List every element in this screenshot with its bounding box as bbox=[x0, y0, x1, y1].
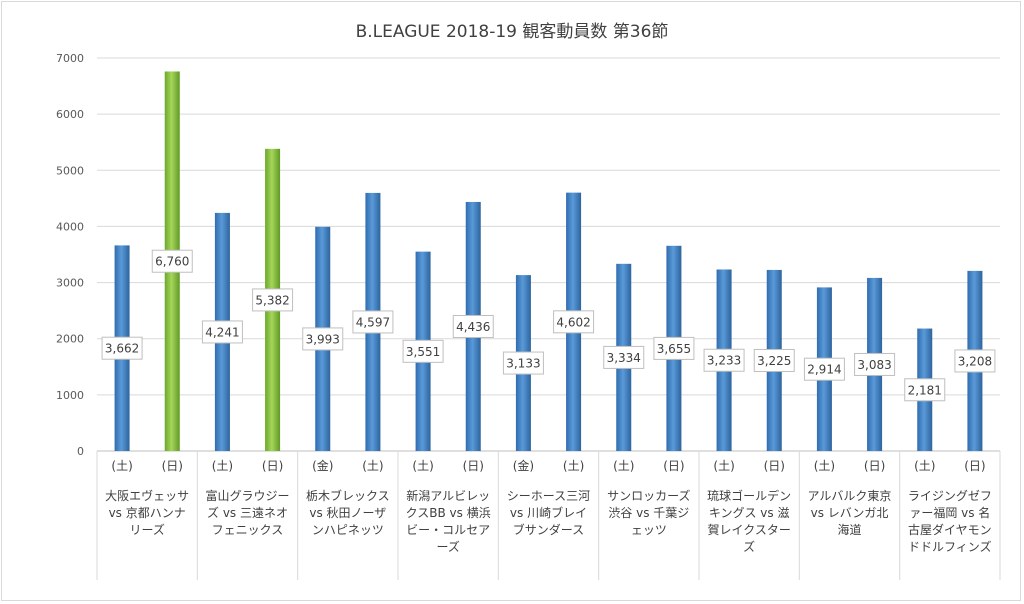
data-label: 2,914 bbox=[807, 363, 841, 377]
bars bbox=[114, 71, 983, 452]
category-label: サンロッカーズ渋谷 vs 千葉ジェッツ bbox=[607, 489, 691, 537]
y-tick-label: 1000 bbox=[56, 389, 84, 402]
gridlines bbox=[97, 57, 1000, 452]
category-label: 新潟アルビレックスBB vs 横浜ビー・コルセアーズ bbox=[405, 489, 491, 554]
data-label-box bbox=[553, 310, 595, 334]
category-label: 琉球ゴールデンキングス vs 滋賀レイクスターズ bbox=[707, 489, 792, 554]
data-label-box bbox=[803, 357, 845, 381]
data-label-box bbox=[352, 310, 394, 334]
day-tick-label: (日) bbox=[463, 459, 484, 473]
data-label: 6,760 bbox=[155, 255, 189, 269]
category-label: 富山グラウジーズ vs 三遠ネオフェニックス bbox=[205, 489, 290, 537]
data-label: 2,181 bbox=[908, 383, 942, 397]
day-tick-label: (日) bbox=[964, 459, 985, 473]
data-label: 3,083 bbox=[857, 358, 891, 372]
data-label: 5,382 bbox=[255, 293, 289, 307]
data-label: 3,993 bbox=[306, 332, 340, 346]
day-tick-label: (日) bbox=[262, 459, 283, 473]
data-label: 4,436 bbox=[456, 320, 490, 334]
y-tick-label: 2000 bbox=[56, 333, 84, 346]
data-label-box bbox=[753, 348, 795, 372]
day-tick-label: (金) bbox=[513, 458, 534, 473]
data-label-box bbox=[302, 327, 344, 351]
data-label: 4,241 bbox=[205, 325, 239, 339]
data-label: 4,602 bbox=[556, 315, 590, 329]
y-tick-label: 3000 bbox=[56, 277, 84, 290]
y-tick-label: 4000 bbox=[56, 220, 84, 233]
category-label: ライジングゼファー福岡 vs 名古屋ダイヤモンドドルフィンズ bbox=[907, 489, 992, 554]
day-tick-label: (土) bbox=[914, 459, 935, 473]
data-label: 3,662 bbox=[105, 342, 139, 356]
data-label: 3,655 bbox=[657, 342, 691, 356]
data-label-box bbox=[151, 249, 193, 273]
data-label: 3,225 bbox=[757, 354, 791, 368]
data-label-box bbox=[502, 351, 544, 375]
data-label: 3,133 bbox=[506, 357, 540, 371]
day-tick-label: (土) bbox=[412, 459, 433, 473]
data-label-box bbox=[954, 349, 996, 373]
day-tick-label: (土) bbox=[814, 459, 835, 473]
day-tick-label: (土) bbox=[563, 459, 584, 473]
day-tick-label: (土) bbox=[212, 459, 233, 473]
category-label: 大阪エヴェッサ vs 京都ハンナリーズ bbox=[105, 489, 190, 537]
y-tick-label: 7000 bbox=[56, 52, 84, 65]
data-label-box bbox=[603, 345, 645, 369]
data-label-box bbox=[904, 378, 946, 402]
day-tick-label: (日) bbox=[764, 459, 785, 473]
day-tick-label: (日) bbox=[864, 459, 885, 473]
day-tick-label: (日) bbox=[162, 459, 183, 473]
data-label: 3,334 bbox=[607, 351, 641, 365]
axes: 0 1000 2000 3000 4000 5000 6000 7000 (土) (日) (土) (日… bbox=[56, 52, 1001, 580]
data-label: 3,208 bbox=[958, 354, 992, 368]
y-tick-label: 0 bbox=[77, 445, 84, 458]
day-tick-label: (土) bbox=[713, 459, 734, 473]
data-labels: 3,662 6,760 4,241 5,382 3,993 4,597 3,551 4,436… bbox=[101, 249, 996, 402]
day-tick-label: (土) bbox=[111, 459, 132, 473]
day-tick-label: (日) bbox=[663, 459, 684, 473]
data-label-box bbox=[703, 348, 745, 372]
y-tick-label: 5000 bbox=[56, 164, 84, 177]
data-label: 3,551 bbox=[406, 345, 440, 359]
category-label: 栃木ブレックス vs 秋田ノーザンハピネッツ bbox=[305, 489, 390, 537]
data-label-box bbox=[201, 320, 243, 344]
data-label-box bbox=[402, 339, 444, 363]
data-label-box bbox=[653, 336, 695, 360]
y-tick-label: 6000 bbox=[56, 108, 84, 121]
day-tick-label: (金) bbox=[312, 458, 333, 473]
data-label: 3,233 bbox=[707, 354, 741, 368]
data-label-box bbox=[452, 314, 494, 338]
chart-title: B.LEAGUE 2018-19 観客動員数 第36節 bbox=[355, 22, 669, 42]
data-label-box bbox=[101, 336, 143, 360]
data-label-box bbox=[854, 352, 896, 376]
category-label: シーホース三河 vs 川崎ブレイブサンダース bbox=[506, 489, 591, 537]
day-tick-label: (土) bbox=[362, 459, 383, 473]
data-label: 4,597 bbox=[356, 315, 390, 329]
data-label-box bbox=[252, 288, 294, 312]
day-tick-label: (土) bbox=[613, 459, 634, 473]
category-label: アルバルク東京 vs レバンガ北海道 bbox=[807, 489, 892, 537]
